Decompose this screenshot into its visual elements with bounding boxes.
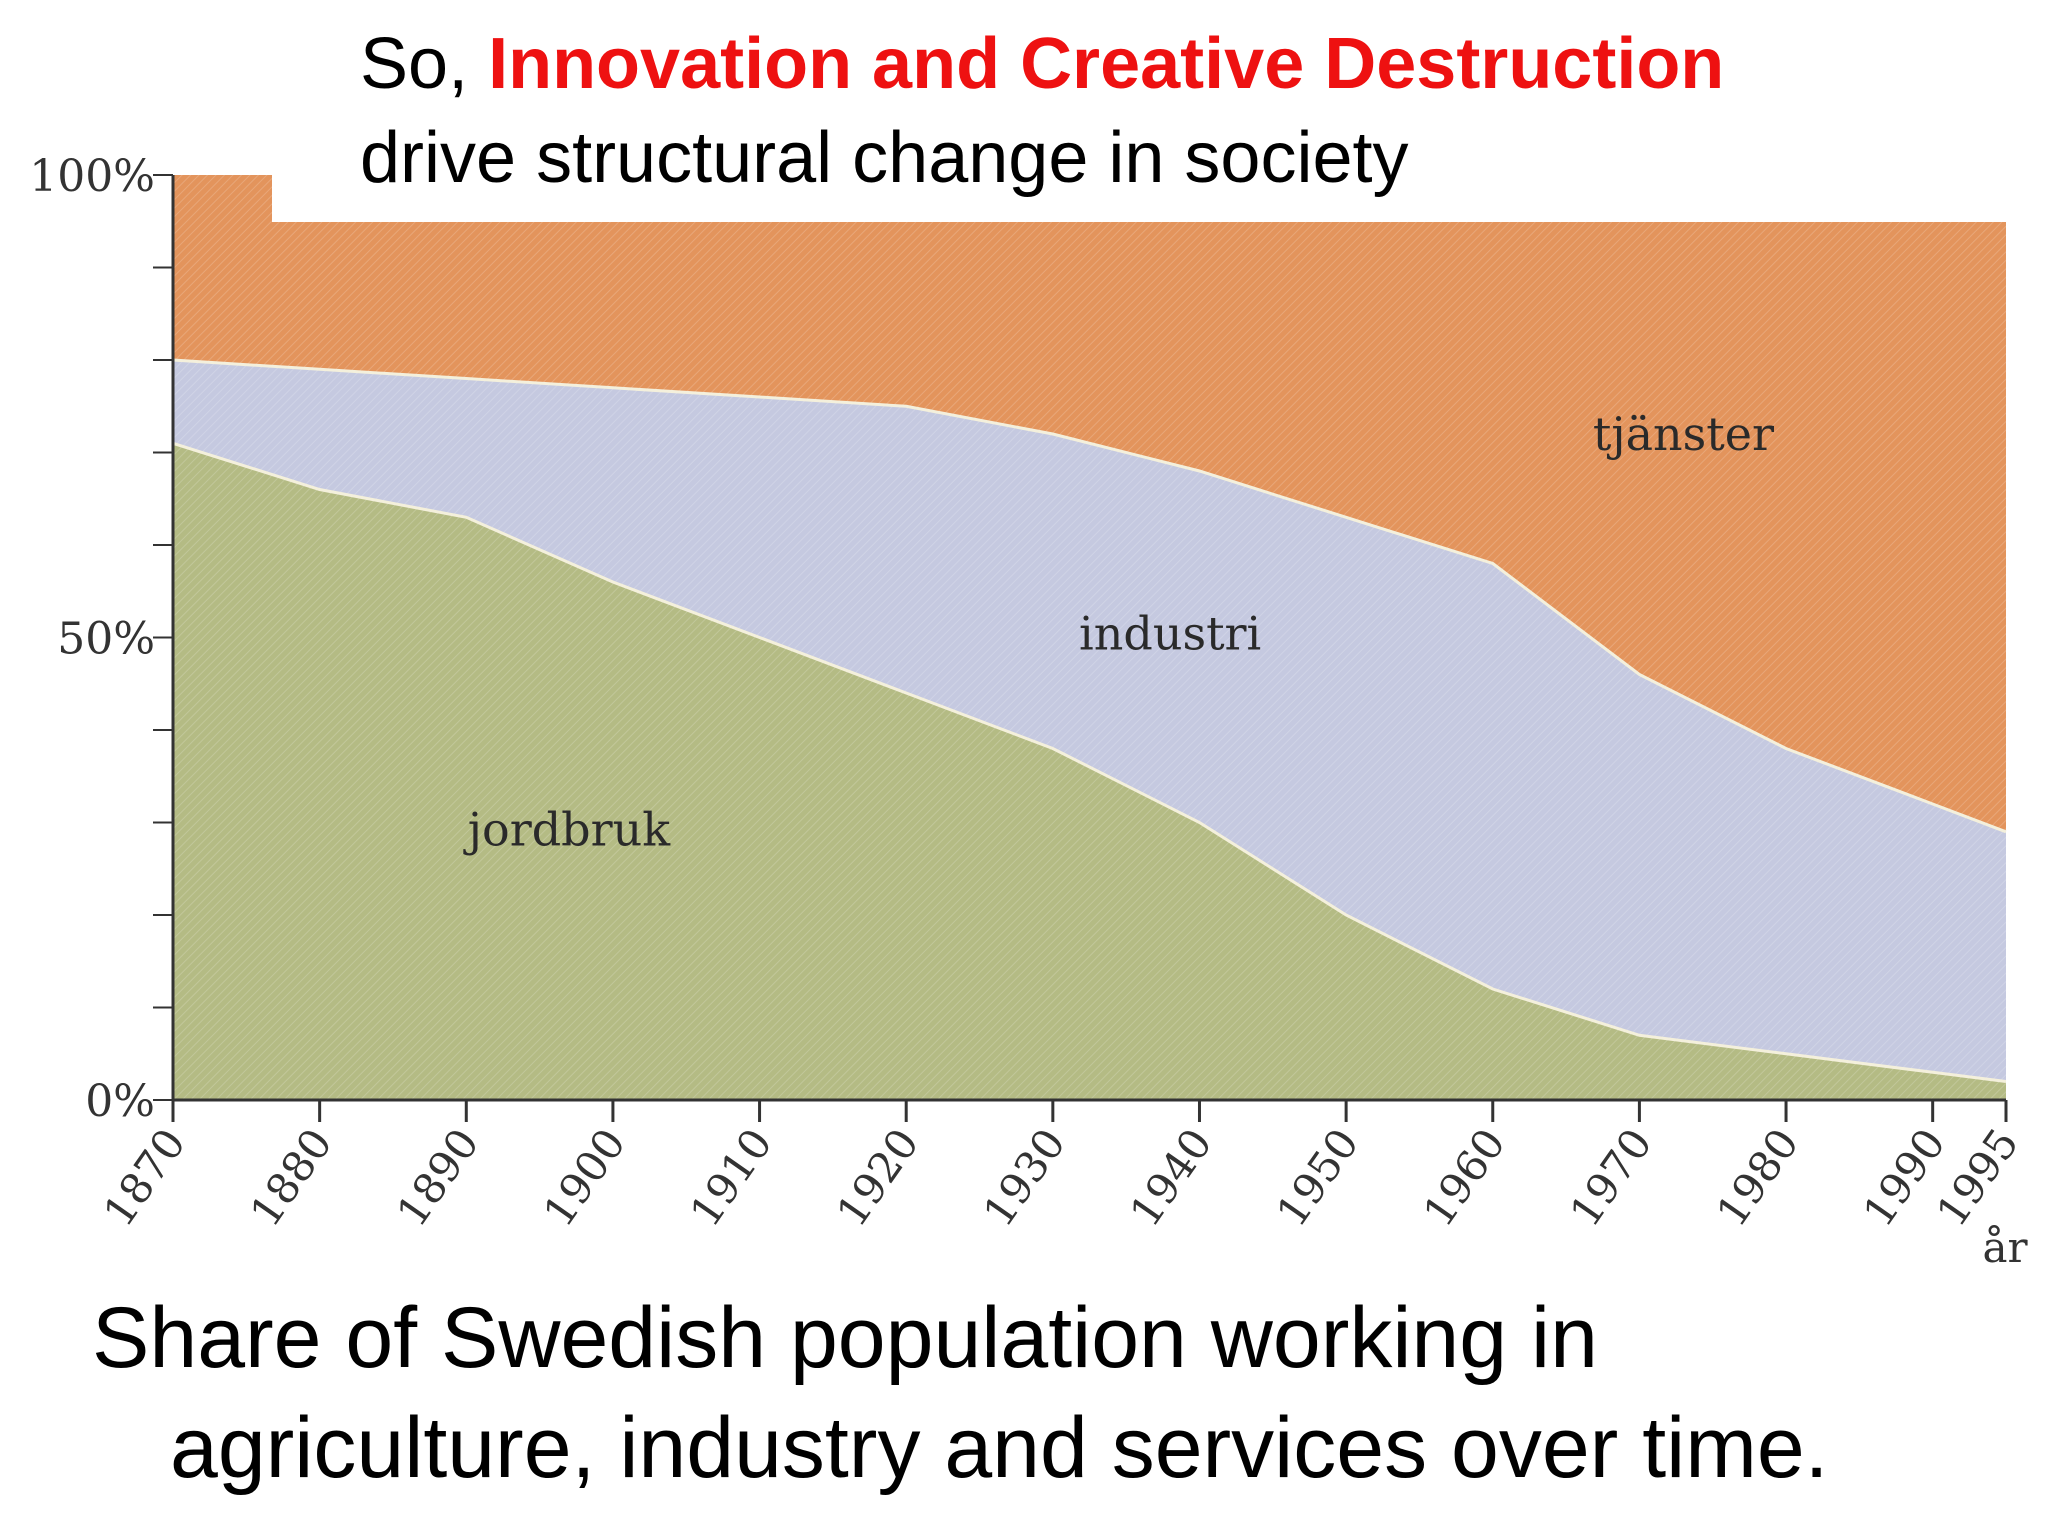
x-tick-label: 1910 xyxy=(680,1120,781,1236)
x-tick-label: 1880 xyxy=(240,1120,341,1236)
x-tick-label: 1930 xyxy=(974,1120,1075,1236)
series-label: tjänster xyxy=(1593,407,1774,461)
title-highlight: Innovation and Creative Destruction xyxy=(488,24,1725,104)
boundary-jordbruk xyxy=(172,441,2007,1083)
y-tick-label: 50% xyxy=(57,614,155,665)
title-line-1: So, Innovation and Creative Destruction xyxy=(360,28,1724,100)
area-texture-tjänster xyxy=(173,175,2006,832)
x-tick-label: 1950 xyxy=(1267,1120,1368,1236)
x-tick-label: 1890 xyxy=(387,1120,488,1236)
x-tick-label: 1960 xyxy=(1414,1120,1515,1236)
areas-layer xyxy=(172,175,2007,1100)
series-label: jordbruk xyxy=(463,802,671,856)
title-box xyxy=(272,0,2048,222)
area-texture-jordbruk xyxy=(173,443,2006,1100)
area-texture-industri xyxy=(173,360,2006,1082)
x-tick-label: 1980 xyxy=(1707,1120,1808,1236)
y-tick-label: 100% xyxy=(29,151,155,202)
x-tick-label: 1990 xyxy=(1853,1120,1954,1236)
title-prefix: So, xyxy=(360,24,489,104)
series-label: industri xyxy=(1079,607,1261,661)
axes-layer xyxy=(153,174,2008,1122)
caption-line-2: agriculture, industry and services over … xyxy=(170,1400,1829,1496)
x-tick-label: 1870 xyxy=(94,1120,195,1236)
x-tick-label: 1970 xyxy=(1560,1120,1661,1236)
x-axis-label: år xyxy=(1982,1223,2028,1272)
boundary-industri xyxy=(172,358,2007,834)
x-tick-label: 1940 xyxy=(1120,1120,1221,1236)
x-tick-label: 1920 xyxy=(827,1120,928,1236)
title-line-2: drive structural change in society xyxy=(360,118,1409,198)
y-tick-label: 0% xyxy=(85,1076,155,1127)
x-tick-label: 1995 xyxy=(1927,1120,2028,1236)
caption-line-1: Share of Swedish population working in xyxy=(92,1290,1598,1386)
x-tick-label: 1900 xyxy=(534,1120,635,1236)
